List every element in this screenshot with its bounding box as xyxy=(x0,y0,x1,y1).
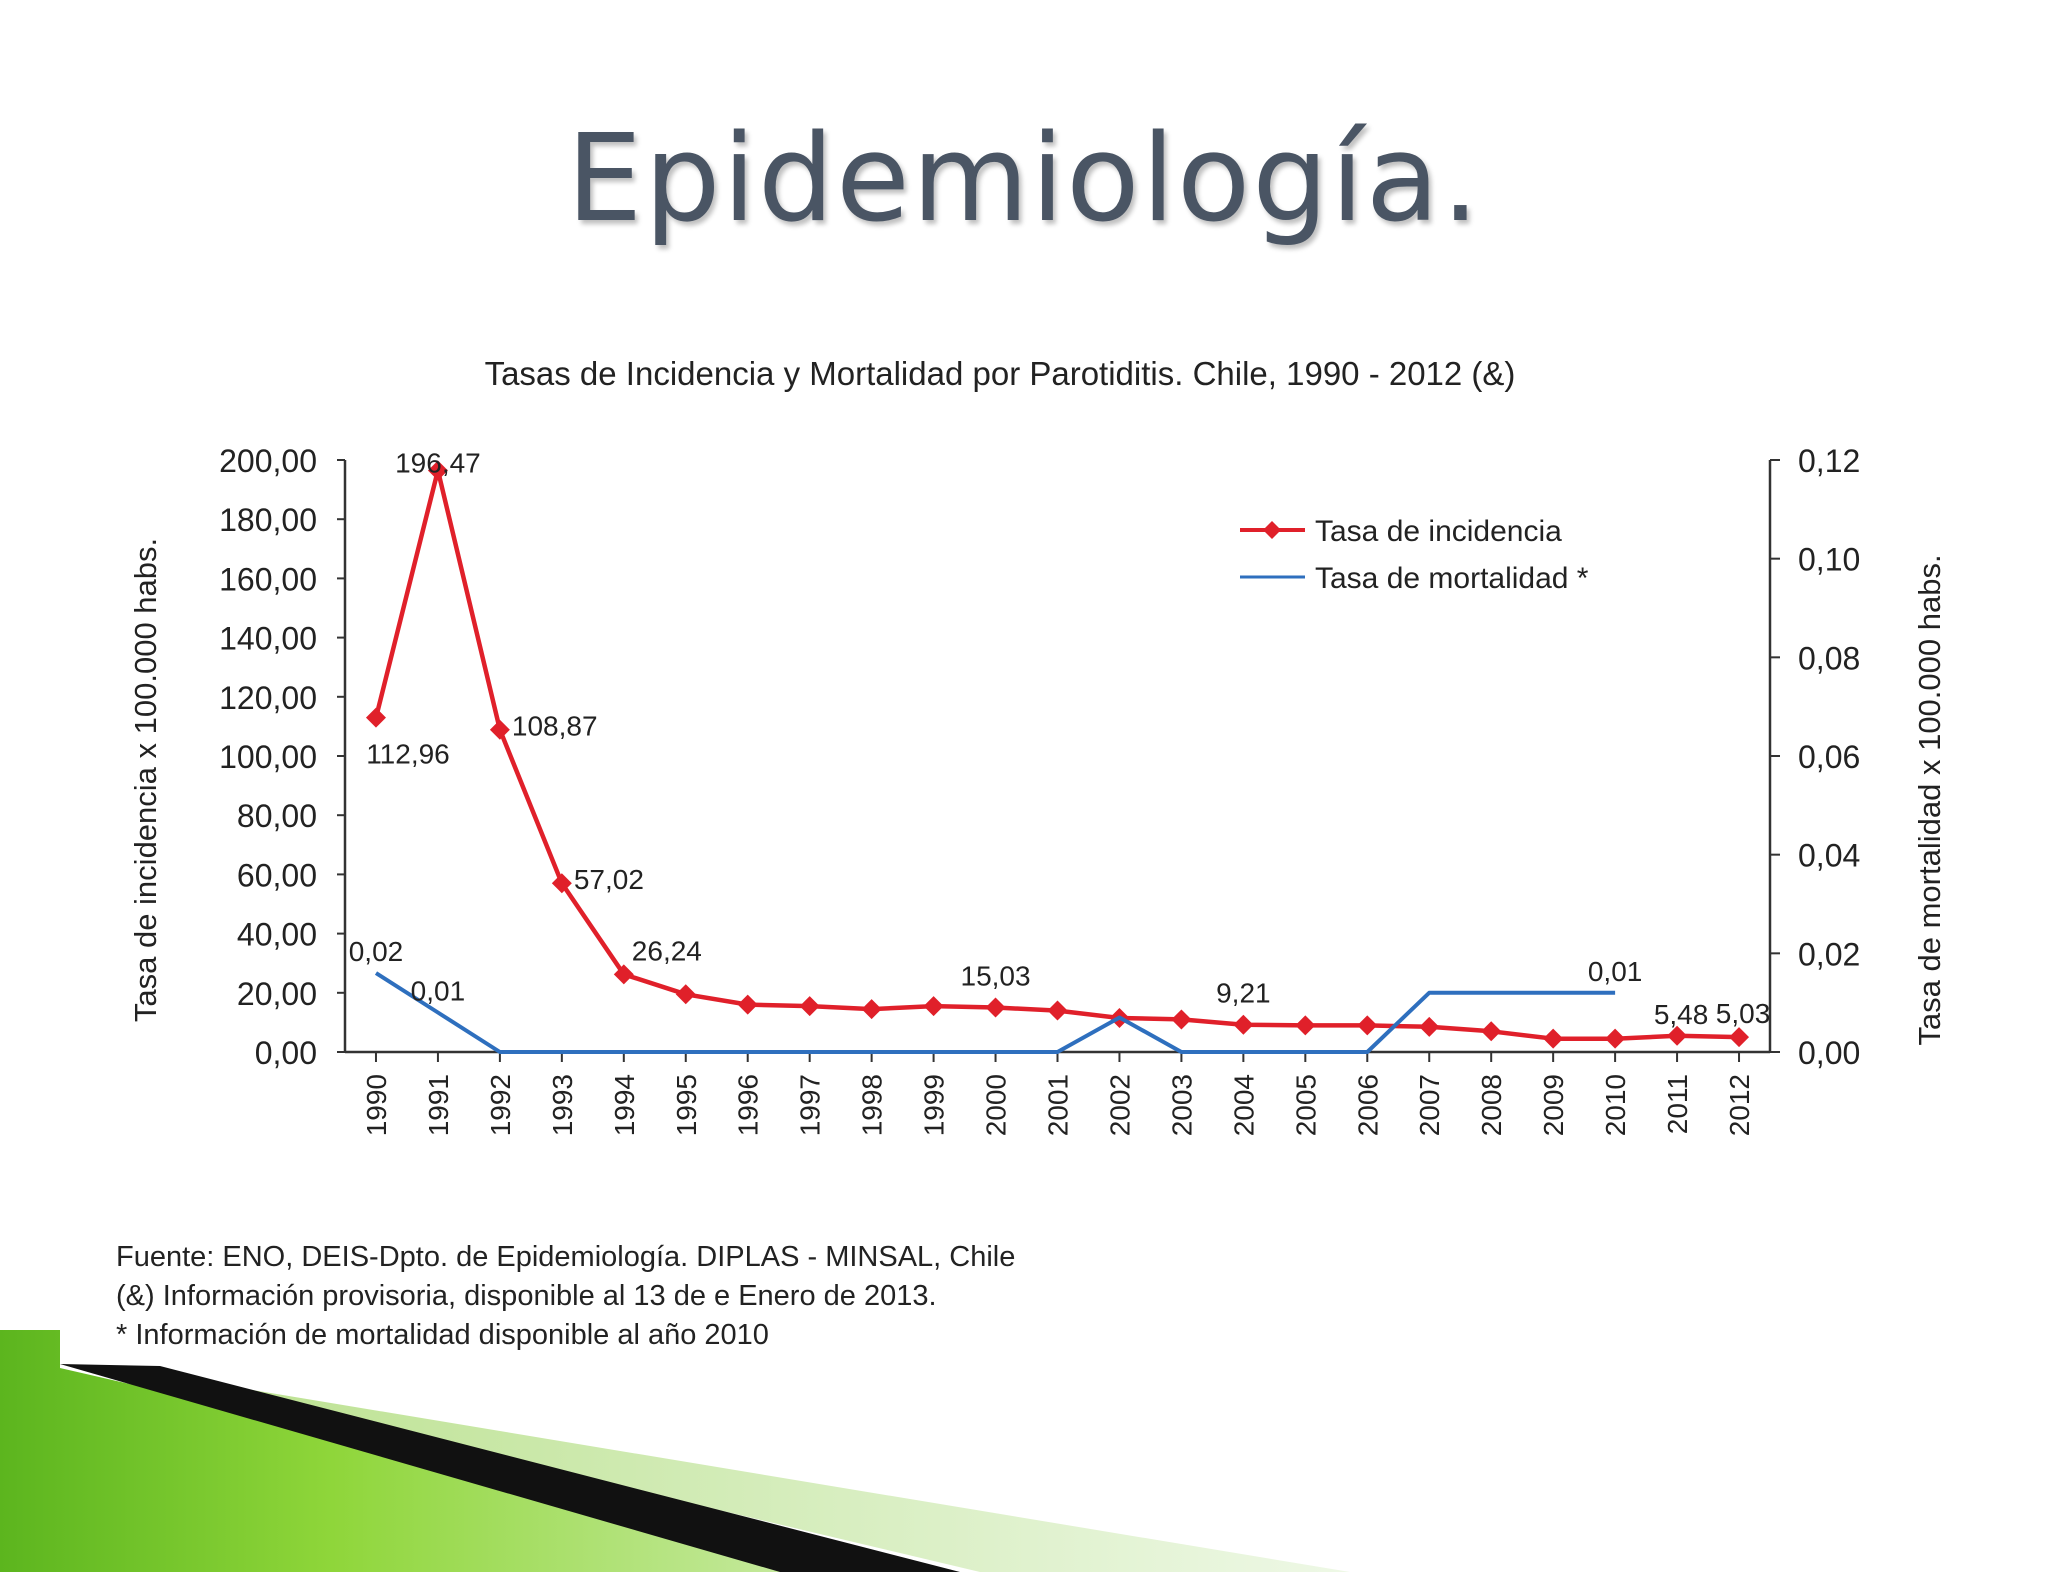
incidence-point xyxy=(1295,1015,1316,1036)
y-tick-label: 140,00 xyxy=(219,621,317,657)
legend: Tasa de incidencia Tasa de mortalidad * xyxy=(1240,515,1589,595)
slide-title: Epidemiología. xyxy=(566,110,1482,249)
y2-axis-label: Tasa de mortalidad x 100.000 habs. xyxy=(1912,554,1947,1045)
incidence-data-label: 196,47 xyxy=(395,447,481,478)
y-axis-label: Tasa de incidencia x 100.000 habs. xyxy=(128,538,163,1022)
footnotes: Fuente: ENO, DEIS-Dpto. de Epidemiología… xyxy=(116,1238,1015,1355)
x-tick-label: 1999 xyxy=(919,1074,950,1136)
incidence-point xyxy=(613,964,634,985)
y2-tick-label: 0,00 xyxy=(1798,1035,1860,1071)
x-tick-label: 2005 xyxy=(1290,1074,1321,1136)
x-tick-label: 2006 xyxy=(1352,1074,1383,1136)
incidence-point xyxy=(1419,1016,1440,1037)
incidence-point xyxy=(799,996,820,1017)
x-tick-label: 1992 xyxy=(485,1074,516,1136)
x-tick-label: 2002 xyxy=(1104,1074,1135,1136)
y-tick-label: 200,00 xyxy=(219,443,317,479)
x-tick-label: 1994 xyxy=(609,1074,640,1136)
x-tick-label: 2009 xyxy=(1538,1074,1569,1136)
mortality-data-label: 0,01 xyxy=(411,976,466,1007)
y-tick-label: 0,00 xyxy=(255,1035,317,1071)
incidence-point xyxy=(551,873,572,894)
incidence-point xyxy=(365,707,386,728)
x-tick-label: 1998 xyxy=(857,1074,888,1136)
x-tick-label: 2010 xyxy=(1600,1074,1631,1136)
incidence-point xyxy=(1543,1028,1564,1049)
incidence-data-label: 5,48 xyxy=(1654,999,1709,1030)
y-tick-label: 40,00 xyxy=(237,917,317,953)
incidence-data-label: 57,02 xyxy=(574,864,644,895)
slide-decoration xyxy=(0,1330,1350,1572)
y2-tick-label: 0,04 xyxy=(1798,838,1860,874)
incidence-point xyxy=(675,984,696,1005)
y-tick-label: 80,00 xyxy=(237,798,317,834)
incidence-point xyxy=(861,999,882,1020)
incidence-point xyxy=(489,719,510,740)
incidence-point xyxy=(737,994,758,1015)
footnote-source: Fuente: ENO, DEIS-Dpto. de Epidemiología… xyxy=(116,1241,1016,1273)
y-tick-label: 60,00 xyxy=(237,857,317,893)
x-tick-label: 2007 xyxy=(1414,1074,1445,1136)
incidence-point xyxy=(427,460,448,481)
incidence-point xyxy=(1605,1028,1626,1049)
chart: Tasas de Incidencia y Mortalidad por Par… xyxy=(128,355,1947,1136)
y-tick-label: 180,00 xyxy=(219,502,317,538)
incidence-point xyxy=(1357,1015,1378,1036)
incidence-data-label: 5,03 xyxy=(1716,998,1771,1029)
black-swoosh xyxy=(60,1364,960,1572)
incidence-point xyxy=(1233,1014,1254,1035)
incidence-point xyxy=(1667,1025,1688,1046)
x-tick-label: 2011 xyxy=(1662,1074,1693,1134)
x-tick-label: 2001 xyxy=(1043,1074,1074,1136)
y2-tick-label: 0,10 xyxy=(1798,542,1860,578)
y2-tick-label: 0,12 xyxy=(1798,443,1860,479)
x-tick-label: 1993 xyxy=(547,1074,578,1136)
incidence-point xyxy=(1047,1000,1068,1021)
mortality-data-label: 0,01 xyxy=(1588,956,1643,987)
x-tick-label: 2000 xyxy=(981,1074,1012,1136)
y-tick-label: 100,00 xyxy=(219,739,317,775)
incidence-data-label: 26,24 xyxy=(632,935,702,966)
x-tick-label: 1990 xyxy=(361,1074,392,1136)
legend-incidence-label: Tasa de incidencia xyxy=(1315,515,1562,548)
incidence-data-label: 15,03 xyxy=(961,961,1031,992)
x-tick-label: 1991 xyxy=(423,1074,454,1136)
footnote-provisional: (&) Información provisoria, disponible a… xyxy=(116,1280,937,1312)
mortality-series-line xyxy=(374,971,1616,1054)
incidence-point xyxy=(985,997,1006,1018)
x-tick-label: 2004 xyxy=(1228,1074,1259,1136)
x-tick-label: 2012 xyxy=(1724,1074,1755,1136)
incidence-data-label: 112,96 xyxy=(366,739,450,770)
y-tick-label: 120,00 xyxy=(219,680,317,716)
x-tick-label: 2003 xyxy=(1166,1074,1197,1136)
legend-incidence-marker xyxy=(1263,521,1281,539)
incidence-point xyxy=(1481,1021,1502,1042)
mortality-data-label: 0,02 xyxy=(349,936,404,967)
x-tick-label: 1997 xyxy=(795,1074,826,1136)
chart-title: Tasas de Incidencia y Mortalidad por Par… xyxy=(485,355,1516,392)
incidence-point xyxy=(1729,1027,1750,1048)
pale-swoosh xyxy=(120,1368,1350,1572)
incidence-data-label: 108,87 xyxy=(512,711,598,742)
y2-tick-label: 0,08 xyxy=(1798,640,1860,676)
y-tick-label: 160,00 xyxy=(219,561,317,597)
incidence-point xyxy=(1171,1009,1192,1030)
incidence-point xyxy=(923,996,944,1017)
y-tick-label: 20,00 xyxy=(237,976,317,1012)
x-tick-label: 2008 xyxy=(1476,1074,1507,1136)
x-tick-label: 1996 xyxy=(733,1074,764,1136)
incidence-series-line xyxy=(373,468,1740,1041)
footnote-mortality: * Información de mortalidad disponible a… xyxy=(116,1319,769,1351)
legend-mortality-label: Tasa de mortalidad * xyxy=(1315,562,1589,595)
y2-tick-label: 0,06 xyxy=(1798,739,1860,775)
incidence-data-label: 9,21 xyxy=(1216,978,1271,1009)
x-tick-label: 1995 xyxy=(671,1074,702,1136)
y2-tick-label: 0,02 xyxy=(1798,936,1860,972)
green-swoosh xyxy=(0,1330,950,1572)
